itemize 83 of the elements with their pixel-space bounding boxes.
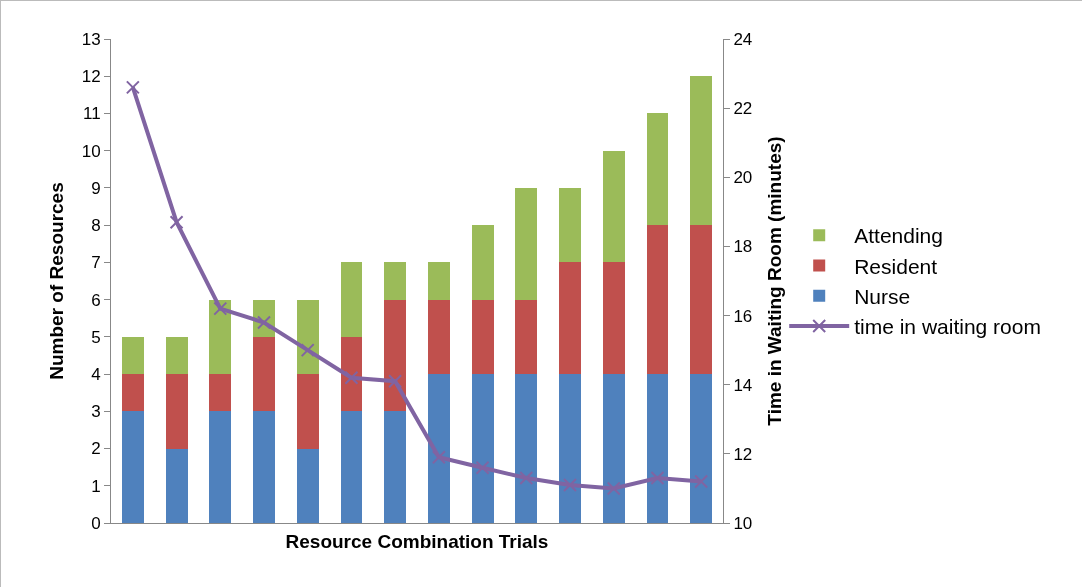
bar <box>121 374 144 412</box>
point <box>563 477 577 492</box>
bar <box>690 225 713 375</box>
y-tick-label: 3 <box>91 402 101 422</box>
bar <box>209 411 232 523</box>
bar <box>296 448 319 523</box>
bar <box>384 411 407 523</box>
bar <box>427 262 450 300</box>
bar <box>209 374 232 412</box>
bar <box>515 374 538 523</box>
y-tick-label: 1 <box>91 476 101 496</box>
legend-label: Nurse <box>854 284 911 308</box>
y2-axis-title: Time in Waiting Room (minutes) <box>763 136 785 426</box>
point <box>650 471 665 486</box>
bar <box>471 225 494 300</box>
bar <box>515 299 538 375</box>
bar <box>515 187 538 300</box>
y2-tick-label: 16 <box>733 306 753 326</box>
bar <box>340 411 363 523</box>
point <box>388 374 403 389</box>
y-tick-label: 0 <box>91 513 101 533</box>
point <box>475 460 490 475</box>
bar <box>253 411 275 523</box>
y-tick-label: 13 <box>81 29 101 49</box>
y-tick-label: 4 <box>91 365 101 385</box>
point <box>213 301 228 316</box>
bar <box>646 225 669 375</box>
y-tick-label: 9 <box>91 178 101 198</box>
y-axis-title: Number of Resources <box>46 182 67 380</box>
bar <box>559 262 581 375</box>
point <box>431 450 446 465</box>
y-tick-label: 11 <box>82 104 101 124</box>
y-tick-label: 12 <box>81 67 101 87</box>
y2-tick-label: 18 <box>733 237 753 257</box>
bar <box>427 374 450 523</box>
bar <box>384 299 407 412</box>
bar <box>121 411 144 523</box>
bar <box>471 299 494 375</box>
bar <box>340 262 363 337</box>
bar <box>209 299 232 375</box>
point <box>125 80 140 95</box>
bar <box>384 262 407 300</box>
bar <box>602 374 625 523</box>
y-tick-label: 5 <box>91 327 101 347</box>
bar <box>427 299 450 375</box>
point <box>300 343 315 358</box>
bar <box>296 299 319 375</box>
y2-tick-label: 10 <box>733 513 753 533</box>
point <box>694 474 709 489</box>
y2-tick-label: 12 <box>733 444 753 464</box>
bar <box>165 374 188 449</box>
bar <box>340 336 363 412</box>
bar <box>165 336 188 375</box>
legend-label: Attending <box>854 224 943 248</box>
bar <box>559 374 581 523</box>
y2-tick-label: 22 <box>733 99 753 119</box>
bar <box>602 262 625 375</box>
y2-tick-label: 14 <box>733 375 753 395</box>
bar <box>559 187 581 263</box>
bar <box>646 374 669 523</box>
y-tick-label: 6 <box>91 290 101 310</box>
bar <box>646 113 669 226</box>
bar <box>690 76 713 226</box>
bar <box>602 150 625 263</box>
y-tick-label: 2 <box>91 439 101 459</box>
y-tick-label: 8 <box>91 216 101 236</box>
bar <box>296 374 319 449</box>
y2-tick-label: 20 <box>733 168 753 188</box>
y-tick-label: 7 <box>91 253 101 273</box>
point <box>169 215 184 230</box>
y2-tick-label: 24 <box>733 29 753 49</box>
bar <box>471 374 494 523</box>
legend-label: time in waiting room <box>854 315 1041 339</box>
bar <box>121 336 144 375</box>
point <box>519 471 534 486</box>
y-tick-label: 10 <box>81 141 101 161</box>
legend-label: Resident <box>854 254 938 278</box>
bar <box>690 374 713 523</box>
point <box>344 370 359 385</box>
bar <box>253 336 275 412</box>
bar <box>165 448 188 523</box>
x-axis-title: Resource Combination Trials <box>285 531 549 553</box>
point <box>606 481 621 496</box>
